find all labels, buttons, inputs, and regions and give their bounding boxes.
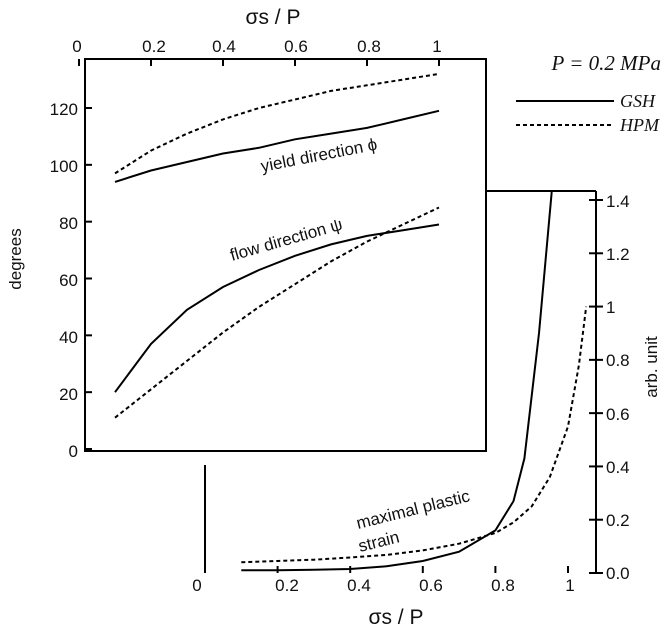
main-annotation-line1: maximal plastic (354, 486, 472, 533)
main-series (241, 191, 588, 572)
inset-x-axis-title: σs / P (246, 6, 301, 29)
main-x-axis-title: σs / P (369, 606, 424, 629)
inset-y-tick-2: 40 (59, 328, 78, 347)
inset-y-tick-1: 20 (59, 385, 78, 404)
main-panel: 0 0.2 0.4 0.6 0.8 1 0.0 0.2 0.4 0.6 0.8 … (192, 190, 661, 629)
main-series-gsh-strain-line (241, 191, 553, 572)
inset-y-tick-5: 100 (50, 157, 78, 176)
inset-x-tick-5: 1 (432, 37, 441, 56)
main-x-tick-3: 0.6 (419, 576, 443, 595)
main-ticks (276, 199, 603, 574)
main-y-tick-4: 0.8 (606, 351, 630, 370)
main-y-tick-5: 1 (606, 298, 615, 317)
inset-x-tick-4: 0.8 (357, 37, 381, 56)
legend-label-hpm: HPM (619, 115, 660, 135)
main-x-tick-1: 0.2 (275, 576, 299, 595)
main-y-tick-2: 0.4 (606, 458, 630, 477)
inset-x-tick-0: 0 (72, 37, 81, 56)
inset-x-tick-2: 0.4 (212, 37, 236, 56)
inset-y-tick-3: 60 (59, 271, 78, 290)
inset-y-tick-0: 0 (69, 442, 78, 461)
inset-y-tick-4: 80 (59, 214, 78, 233)
inset-series-hpm-flow-line (114, 206, 440, 419)
main-x-tick-0: 0 (192, 576, 201, 595)
main-x-tick-5: 1 (565, 576, 574, 595)
legend-pressure-label: P = 0.2 MPa (551, 51, 661, 75)
inset-ticks (78, 59, 440, 450)
inset-x-tick-3: 0.6 (284, 37, 308, 56)
inset-series (114, 72, 440, 419)
inset-y-axis-title: degrees (6, 228, 25, 289)
inset-x-tick-1: 0.2 (142, 37, 166, 56)
main-y-tick-0: 0.0 (606, 564, 630, 583)
inset-series-gsh-yield-line (114, 109, 440, 183)
inset-frame (84, 58, 487, 452)
inset-y-tick-6: 120 (50, 100, 78, 119)
main-series-hpm-strain-line (241, 306, 588, 564)
main-x-tick-4: 0.8 (491, 576, 515, 595)
inset-series-hpm-yield-line (114, 72, 440, 175)
main-x-tick-2: 0.4 (347, 576, 371, 595)
main-y-tick-7: 1.4 (606, 192, 630, 211)
inset-panel: 0 0.2 0.4 0.6 0.8 1 0 20 40 60 80 100 12… (6, 6, 487, 461)
main-y-tick-6: 1.2 (606, 245, 630, 264)
legend-label-gsh: GSH (620, 91, 656, 111)
main-y-axis-title: arb. unit (642, 336, 661, 398)
inset-series-gsh-flow-line (114, 223, 440, 393)
legend: P = 0.2 MPa GSH HPM (516, 51, 661, 135)
main-y-tick-3: 0.6 (606, 405, 630, 424)
main-y-tick-1: 0.2 (606, 511, 630, 530)
